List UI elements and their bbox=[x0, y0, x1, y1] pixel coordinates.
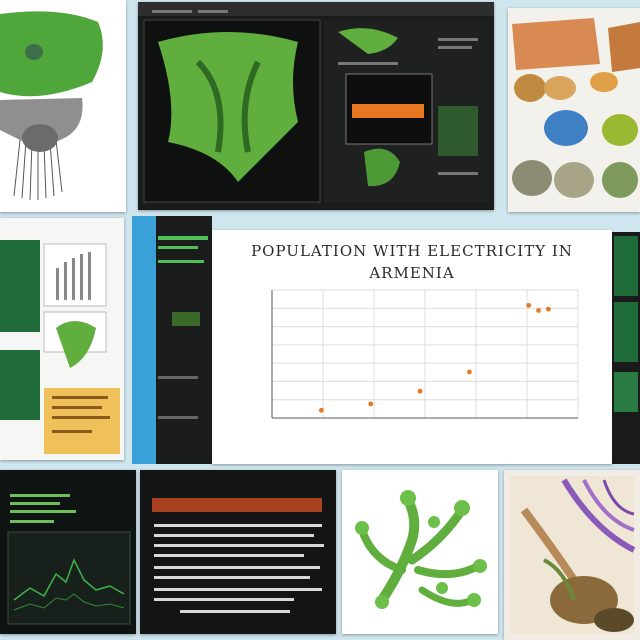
text-panel bbox=[140, 470, 336, 634]
anatomy-illustration bbox=[138, 2, 494, 203]
data-point bbox=[526, 302, 532, 308]
algae-panel bbox=[342, 470, 498, 634]
leaf-illustration-panel bbox=[0, 0, 126, 212]
scatter-chart bbox=[271, 289, 579, 419]
samples-illustration bbox=[512, 18, 640, 198]
data-point bbox=[417, 388, 423, 394]
dark-line-chart-panel bbox=[0, 470, 136, 634]
chart-panel: POPULATION WITH ELECTRICITY IN ARMENIA bbox=[212, 230, 612, 464]
algae-illustration bbox=[355, 490, 487, 609]
right-strip-illustration bbox=[614, 236, 638, 412]
data-sheets-panel bbox=[0, 218, 124, 460]
data-sheets-illustration bbox=[0, 240, 120, 454]
data-point bbox=[318, 407, 324, 413]
text-panel-lines bbox=[152, 498, 324, 613]
microscopy-panel bbox=[504, 470, 640, 640]
data-point bbox=[545, 306, 551, 312]
right-strip bbox=[612, 232, 640, 464]
chart-title: POPULATION WITH ELECTRICITY IN ARMENIA bbox=[251, 242, 573, 282]
data-point bbox=[368, 401, 374, 407]
leaf-illustration bbox=[0, 11, 103, 201]
data-point bbox=[536, 308, 541, 313]
data-point bbox=[467, 369, 472, 375]
dark-line-chart-illustration bbox=[7, 494, 131, 625]
sidebar-strip-illustration bbox=[132, 216, 208, 464]
sidebar-strip bbox=[132, 216, 212, 464]
microscopy-illustration bbox=[510, 476, 636, 634]
anatomy-panel bbox=[138, 2, 494, 210]
samples-panel bbox=[508, 8, 640, 212]
